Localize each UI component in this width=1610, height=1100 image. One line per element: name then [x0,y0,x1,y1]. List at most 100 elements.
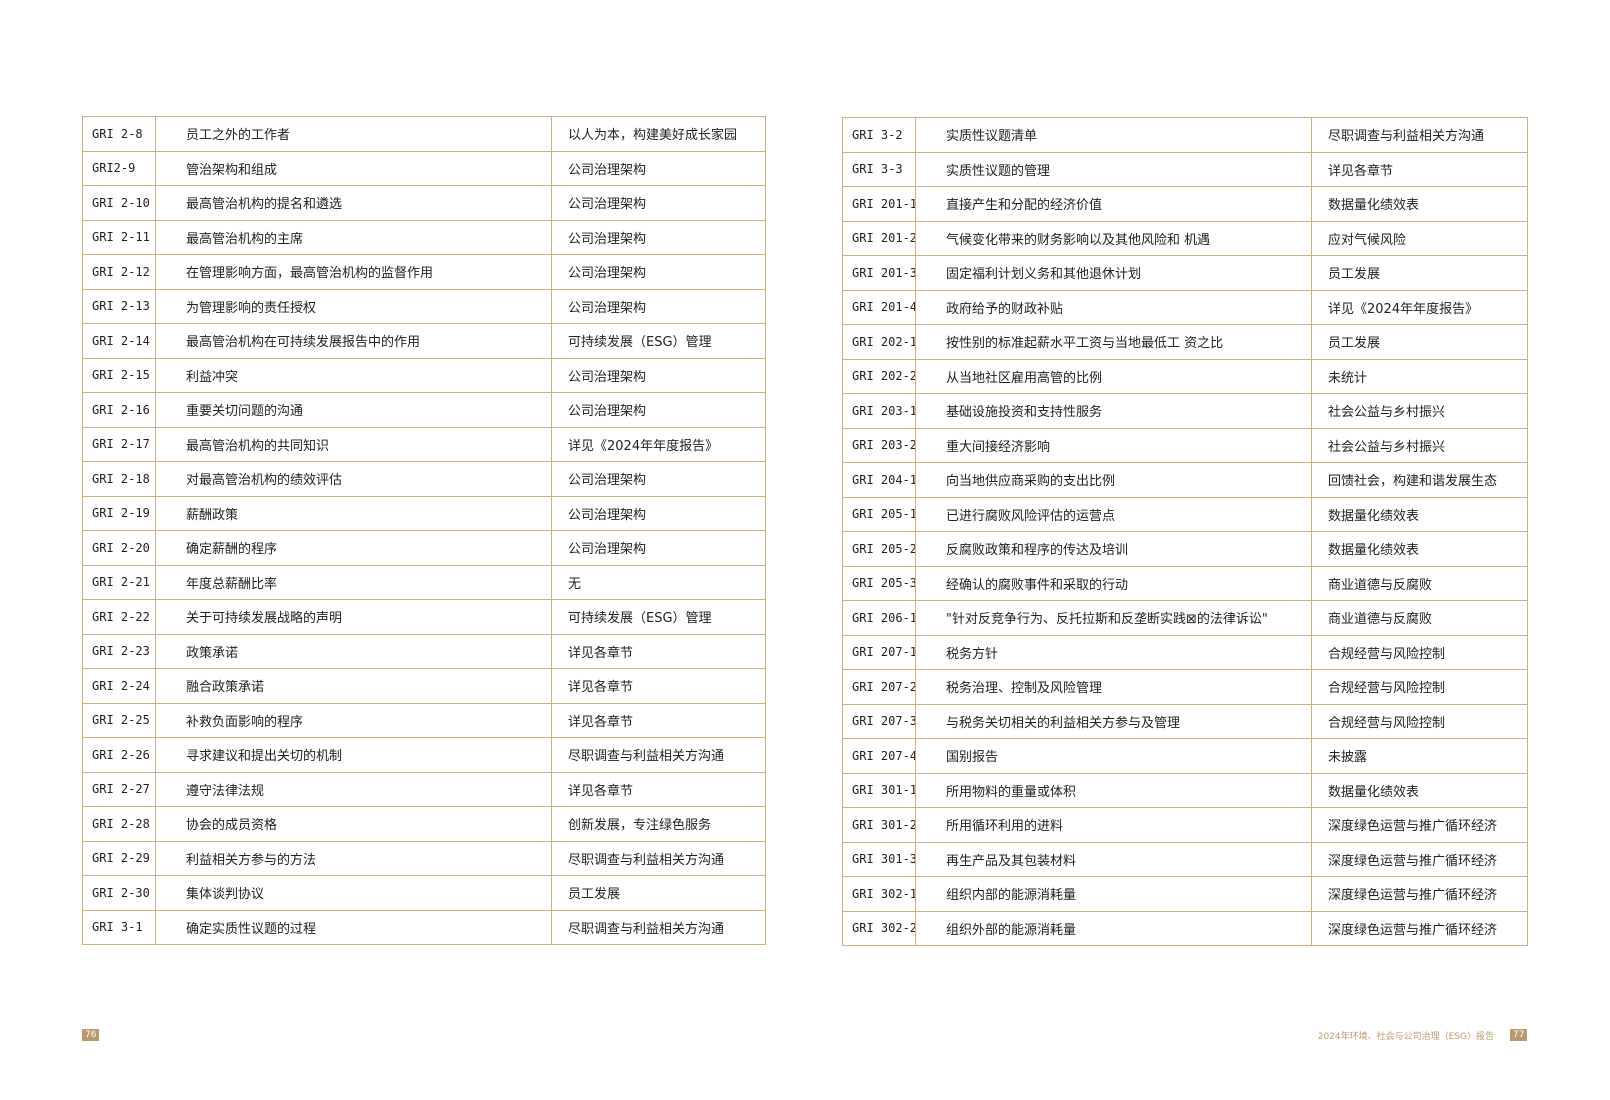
topic: 利益冲突 [155,357,552,393]
table-row: GRI 301-3 再生产品及其包装材料 深度绿色运营与推广循环经济 [842,841,1528,877]
table-row: GRI 2-12 在管理影响方面，最高管治机构的监督作用 公司治理架构 [82,254,766,290]
topic: 反腐败政策和程序的传达及培训 [915,531,1312,567]
table-row: GRI2-9 管治架构和组成 公司治理架构 [82,150,766,186]
gri-code: GRI 301-3 [842,841,916,877]
gri-code: GRI 301-2 [842,807,916,843]
gri-code: GRI 3-1 [82,909,156,945]
gri-code: GRI 2-19 [82,495,156,531]
table-row: GRI 201-3 固定福利计划义务和其他退休计划 员工发展 [842,255,1528,291]
topic: 实质性议题的管理 [915,151,1312,187]
gri-table-right: GRI 3-2 实质性议题清单 尽职调查与利益相关方沟通 GRI 3-3 实质性议题的管… [842,117,1528,946]
topic: 直接产生和分配的经济价值 [915,186,1312,222]
topic: 按性别的标准起薪水平工资与当地最低工 资之比 [915,324,1312,360]
report-section: 公司治理架构 [551,219,766,255]
table-row: GRI 204-1 向当地供应商采购的支出比例 回馈社会，构建和谐发展生态 [842,462,1528,498]
table-row: GRI 202-2 从当地社区雇用高管的比例 未统计 [842,358,1528,394]
topic: 经确认的腐败事件和采取的行动 [915,565,1312,601]
topic: 固定福利计划义务和其他退休计划 [915,255,1312,291]
topic: 重大间接经济影响 [915,427,1312,463]
report-section: 尽职调查与利益相关方沟通 [551,840,766,876]
gri-code: GRI 204-1 [842,462,916,498]
gri-code: GRI 2-28 [82,806,156,842]
topic: 政策承诺 [155,633,552,669]
table-row: GRI 2-30 集体谈判协议 员工发展 [82,875,766,911]
topic: 从当地社区雇用高管的比例 [915,358,1312,394]
report-section: 详见各章节 [551,633,766,669]
table-row: GRI 2-14 最高管治机构在可持续发展报告中的作用 可持续发展（ESG）管理 [82,323,766,359]
gri-code: GRI 3-2 [842,117,916,153]
gri-code: GRI 2-24 [82,668,156,704]
table-row: GRI 205-2 反腐败政策和程序的传达及培训 数据量化绩效表 [842,531,1528,567]
report-section: 公司治理架构 [551,150,766,186]
topic: 为管理影响的责任授权 [155,288,552,324]
topic: 向当地供应商采购的支出比例 [915,462,1312,498]
table-row: GRI 201-1 直接产生和分配的经济价值 数据量化绩效表 [842,186,1528,222]
gri-code: GRI 2-21 [82,564,156,600]
table-row: GRI 302-2 组织外部的能源消耗量 深度绿色运营与推广循环经济 [842,910,1528,946]
table-row: GRI 207-2 税务治理、控制及风险管理 合规经营与风险控制 [842,669,1528,705]
report-section: 未披露 [1311,738,1528,774]
gri-code: GRI 2-25 [82,702,156,738]
report-section: 公司治理架构 [551,530,766,566]
gri-code: GRI 2-18 [82,461,156,497]
gri-code: GRI 206-1 [842,600,916,636]
table-row: GRI 2-11 最高管治机构的主席 公司治理架构 [82,219,766,255]
gri-code: GRI 301-1 [842,772,916,808]
table-row: GRI 2-18 对最高管治机构的绩效评估 公司治理架构 [82,461,766,497]
table-row: GRI 2-10 最高管治机构的提名和遴选 公司治理架构 [82,185,766,221]
topic: 所用循环利用的进料 [915,807,1312,843]
gri-code: GRI 2-23 [82,633,156,669]
gri-code: GRI 2-14 [82,323,156,359]
topic: 在管理影响方面，最高管治机构的监督作用 [155,254,552,290]
report-section: 尽职调查与利益相关方沟通 [551,909,766,945]
gri-code: GRI 2-12 [82,254,156,290]
table-row: GRI 207-1 税务方针 合规经营与风险控制 [842,634,1528,670]
report-section: 公司治理架构 [551,288,766,324]
gri-code: GRI 207-4 [842,738,916,774]
gri-code: GRI 201-3 [842,255,916,291]
gri-code: GRI 302-1 [842,876,916,912]
topic: 遵守法律法规 [155,771,552,807]
report-section: 社会公益与乡村振兴 [1311,427,1528,463]
gri-code: GRI 2-15 [82,357,156,393]
table-row: GRI 2-29 利益相关方参与的方法 尽职调查与利益相关方沟通 [82,840,766,876]
table-row: GRI 205-3 经确认的腐败事件和采取的行动 商业道德与反腐败 [842,565,1528,601]
table-row: GRI 2-25 补救负面影响的程序 详见各章节 [82,702,766,738]
topic: 最高管治机构在可持续发展报告中的作用 [155,323,552,359]
table-row: GRI 202-1 按性别的标准起薪水平工资与当地最低工 资之比 员工发展 [842,324,1528,360]
topic: 政府给予的财政补贴 [915,289,1312,325]
topic: 与税务关切相关的利益相关方参与及管理 [915,703,1312,739]
table-row: GRI 2-13 为管理影响的责任授权 公司治理架构 [82,288,766,324]
report-section: 数据量化绩效表 [1311,531,1528,567]
page-number: 77 [1510,1029,1528,1041]
gri-code: GRI 2-17 [82,426,156,462]
topic: 最高管治机构的主席 [155,219,552,255]
gri-code: GRI 2-11 [82,219,156,255]
gri-code: GRI2-9 [82,150,156,186]
table-row: GRI 2-15 利益冲突 公司治理架构 [82,357,766,393]
report-section: 数据量化绩效表 [1311,496,1528,532]
topic: 已进行腐败风险评估的运营点 [915,496,1312,532]
table-row: GRI 2-22 关于可持续发展战略的声明 可持续发展（ESG）管理 [82,599,766,635]
gri-code: GRI 2-13 [82,288,156,324]
table-row: GRI 3-3 实质性议题的管理 详见各章节 [842,151,1528,187]
report-section: 详见《2024年年度报告》 [1311,289,1528,325]
gri-code: GRI 207-1 [842,634,916,670]
table-row: GRI 203-2 重大间接经济影响 社会公益与乡村振兴 [842,427,1528,463]
topic: 税务方针 [915,634,1312,670]
topic: "针对反竞争行为、反托拉斯和反垄断实践⊠的法律诉讼" [915,600,1312,636]
table-row: GRI 2-19 薪酬政策 公司治理架构 [82,495,766,531]
gri-code: GRI 2-20 [82,530,156,566]
report-section: 尽职调查与利益相关方沟通 [1311,117,1528,153]
report-section: 合规经营与风险控制 [1311,669,1528,705]
topic: 寻求建议和提出关切的机制 [155,737,552,773]
topic: 补救负面影响的程序 [155,702,552,738]
report-section: 公司治理架构 [551,254,766,290]
topic: 关于可持续发展战略的声明 [155,599,552,635]
table-row: GRI 203-1 基础设施投资和支持性服务 社会公益与乡村振兴 [842,393,1528,429]
table-row: GRI 206-1 "针对反竞争行为、反托拉斯和反垄断实践⊠的法律诉讼" 商业道德与… [842,600,1528,636]
table-row: GRI 2-16 重要关切问题的沟通 公司治理架构 [82,392,766,428]
report-section: 商业道德与反腐败 [1311,565,1528,601]
gri-code: GRI 201-1 [842,186,916,222]
